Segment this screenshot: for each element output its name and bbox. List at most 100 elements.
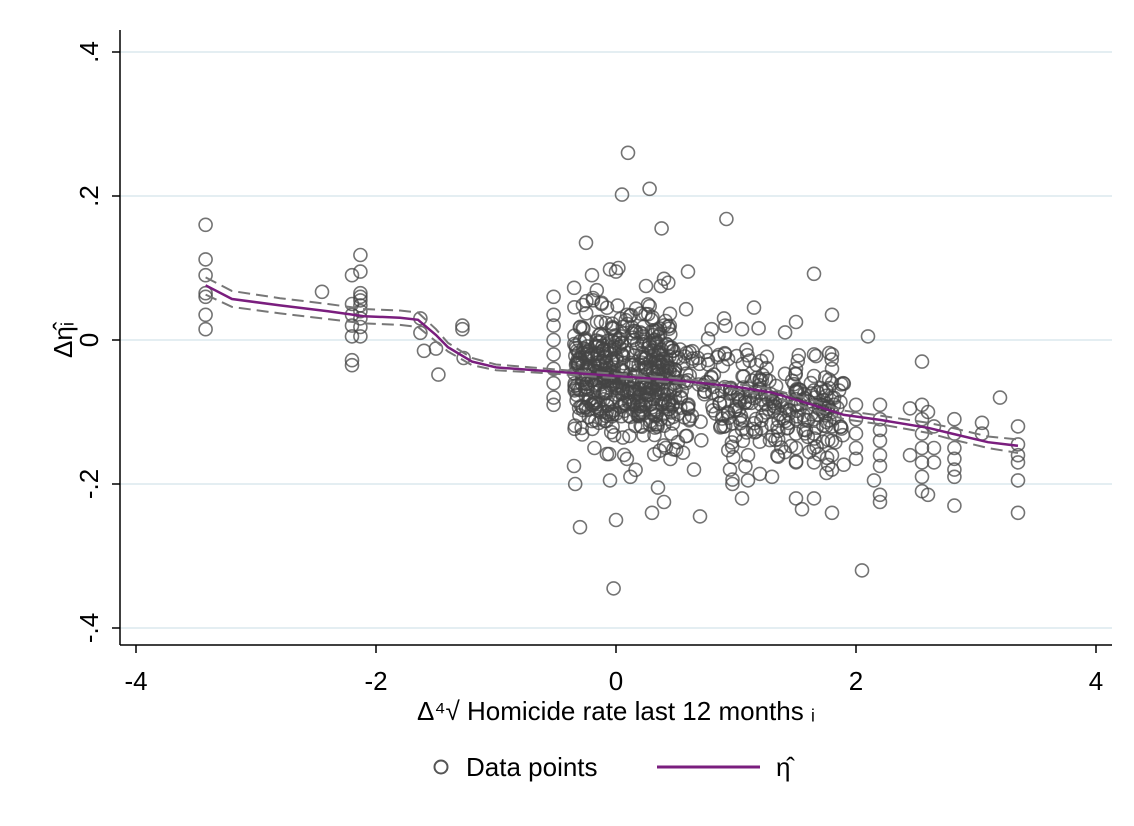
data-point (872, 494, 888, 510)
data-point (640, 297, 656, 312)
data-point (604, 316, 620, 332)
data-point (773, 440, 789, 455)
data-point (604, 352, 620, 368)
data-point (626, 332, 642, 348)
data-point (854, 563, 870, 578)
data-point (636, 427, 651, 443)
data-point (926, 455, 942, 470)
data-point (198, 217, 213, 233)
data-point (686, 462, 702, 477)
data-point (947, 451, 962, 467)
data-point (608, 512, 624, 528)
data-point (650, 480, 666, 495)
data-point (1010, 455, 1026, 470)
y-tick-label: .4 (74, 41, 104, 63)
data-point (824, 352, 840, 367)
data-point (587, 338, 603, 354)
data-point (198, 307, 213, 323)
data-point (566, 280, 582, 296)
data-point (631, 407, 646, 423)
data-point (947, 440, 962, 456)
data-point (914, 455, 930, 470)
data-point (610, 298, 625, 313)
data-point (753, 353, 769, 369)
data-point (739, 342, 754, 358)
data-point (665, 416, 681, 431)
data-point (734, 321, 750, 337)
data-point (834, 421, 849, 436)
data-point (353, 285, 368, 301)
data-point (589, 282, 605, 298)
data-point (753, 412, 769, 428)
data-point (606, 581, 621, 596)
data-point (821, 372, 837, 387)
data-point (616, 447, 632, 463)
data-point (872, 397, 888, 413)
data-point (806, 368, 822, 384)
data-point (546, 390, 561, 405)
data-point (647, 427, 662, 443)
data-point (717, 346, 733, 362)
data-point (620, 145, 636, 161)
data-point (353, 289, 368, 305)
data-point (344, 267, 360, 283)
x-tick-label: -4 (124, 666, 147, 696)
data-point (835, 375, 851, 391)
fit-line (205, 284, 1019, 448)
data-point (824, 447, 840, 463)
data-point (721, 410, 737, 426)
data-point (700, 352, 716, 368)
data-point (1010, 473, 1026, 488)
data-point (623, 469, 638, 485)
data-point (656, 271, 672, 287)
data-point (872, 458, 888, 474)
data-point (587, 413, 603, 428)
x-tick-label: 2 (849, 666, 863, 696)
data-point (728, 428, 743, 444)
data-point (611, 260, 626, 276)
data-point (740, 347, 755, 363)
data-point (806, 411, 822, 427)
data-point (824, 433, 840, 449)
data-point (656, 418, 672, 434)
y-tick-label: .2 (74, 185, 104, 207)
data-point (672, 400, 688, 416)
data-point (768, 378, 784, 394)
data-point (546, 397, 561, 413)
data-point (677, 410, 692, 425)
data-point (860, 329, 876, 344)
x-axis-title: Δ⁴√ Homicide rate last 12 months ᵢ (417, 696, 815, 726)
data-point (926, 440, 942, 456)
data-point (644, 505, 660, 521)
data-point (673, 389, 689, 405)
x-tick-label: -2 (364, 666, 387, 696)
data-point (655, 396, 670, 412)
data-point (314, 284, 330, 300)
data-point (344, 357, 360, 373)
data-point (788, 314, 804, 330)
data-point (806, 440, 822, 456)
data-point (567, 476, 583, 492)
data-point (578, 305, 594, 321)
confidence-band-line (205, 293, 1019, 454)
data-point (634, 345, 650, 361)
data-point (642, 181, 657, 197)
data-point (872, 422, 888, 438)
data-point (733, 415, 748, 431)
data-point (546, 332, 561, 348)
data-point (992, 390, 1008, 405)
data-point (734, 491, 750, 506)
data-point (815, 404, 831, 420)
data-point (680, 401, 696, 417)
data-point (806, 431, 822, 446)
data-point (718, 318, 733, 334)
data-point (704, 321, 719, 337)
data-point (587, 440, 602, 456)
data-point (644, 324, 659, 339)
data-point (613, 399, 629, 415)
data-point (719, 211, 734, 227)
data-point (720, 442, 736, 458)
data-point (872, 447, 888, 463)
data-point (546, 289, 561, 305)
data-point (788, 366, 803, 381)
